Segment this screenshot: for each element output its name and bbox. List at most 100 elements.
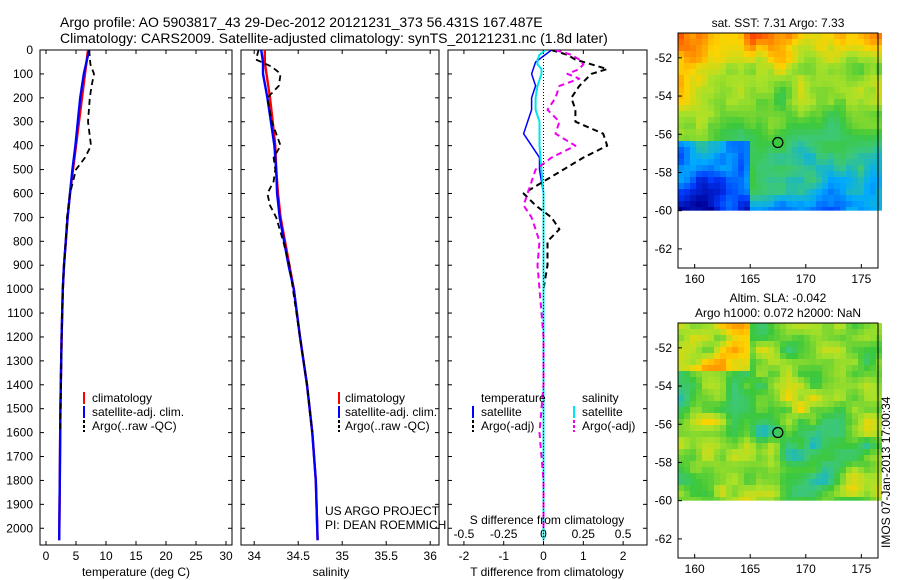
map-cell (792, 51, 798, 57)
map-cell (726, 437, 732, 443)
map-cell (804, 147, 810, 153)
map-cell (702, 183, 708, 189)
map-cell (690, 437, 696, 443)
map-cell (786, 347, 792, 353)
map-cell (870, 473, 876, 479)
map-cell (702, 431, 708, 437)
map-cell (804, 347, 810, 353)
map-cell (702, 485, 708, 491)
map-cell (798, 105, 804, 111)
map-cell (720, 111, 726, 117)
map-cell (846, 371, 852, 377)
map-cell (840, 39, 846, 45)
map-cell (876, 147, 882, 153)
map-cell (678, 195, 684, 201)
map-cell (774, 335, 780, 341)
map-cell (834, 201, 840, 207)
map-cell (846, 335, 852, 341)
map-cell (870, 365, 876, 371)
ytick-label: 1500 (6, 402, 33, 416)
map-cell (786, 105, 792, 111)
map-cell (702, 207, 708, 211)
map-cell (714, 395, 720, 401)
map-cell (780, 329, 786, 335)
map-cell (690, 383, 696, 389)
map-cell (792, 159, 798, 165)
map-cell (816, 461, 822, 467)
map-cell (702, 45, 708, 51)
map-cell (726, 377, 732, 383)
map-cell (822, 39, 828, 45)
map-cell (852, 473, 858, 479)
map-ytick-label: -54 (655, 379, 673, 393)
map-cell (750, 147, 756, 153)
map-cell (720, 195, 726, 201)
map-cell (750, 479, 756, 485)
map-cell (864, 81, 870, 87)
map-cell (684, 207, 690, 211)
map-cell (756, 395, 762, 401)
map-xtick-label: 175 (851, 272, 871, 286)
map-cell (876, 153, 882, 159)
map-cell (840, 195, 846, 201)
map-cell (840, 171, 846, 177)
map-cell (822, 147, 828, 153)
map-cell (720, 491, 726, 497)
map-cell (690, 99, 696, 105)
map-cell (762, 201, 768, 207)
map-cell (852, 51, 858, 57)
map-cell (774, 153, 780, 159)
map-cell (816, 87, 822, 93)
map-cell (750, 371, 756, 377)
map-cell (738, 353, 744, 359)
map-cell (744, 75, 750, 81)
map-cell (762, 437, 768, 443)
map-cell (714, 93, 720, 99)
map-cell (744, 57, 750, 63)
map-cell (786, 189, 792, 195)
map-cell (684, 135, 690, 141)
map-cell (732, 159, 738, 165)
map-cell (840, 81, 846, 87)
map-cell (858, 135, 864, 141)
map-cell (846, 485, 852, 491)
map-cell (774, 377, 780, 383)
map-cell (684, 63, 690, 69)
legend-label-argo: Argo(..raw -QC) (345, 419, 430, 433)
map-cell (816, 99, 822, 105)
map-cell (846, 395, 852, 401)
map-cell (708, 419, 714, 425)
map-cell (780, 195, 786, 201)
map-cell (690, 165, 696, 171)
map-cell (708, 491, 714, 497)
map-cell (768, 39, 774, 45)
ytick-label: 300 (13, 115, 33, 129)
map-cell (858, 201, 864, 207)
map-cell (810, 57, 816, 63)
map-cell (780, 425, 786, 431)
map-cell (720, 473, 726, 479)
map-cell (822, 123, 828, 129)
map-cell (678, 81, 684, 87)
map-cell (720, 353, 726, 359)
map-cell (726, 63, 732, 69)
map-cell (714, 129, 720, 135)
map-cell (870, 87, 876, 93)
map-cell (786, 135, 792, 141)
map-cell (696, 413, 702, 419)
map-cell (852, 81, 858, 87)
map-cell (804, 81, 810, 87)
map-cell (828, 33, 834, 39)
map-cell (696, 323, 702, 329)
map-cell (696, 51, 702, 57)
map-cell (738, 413, 744, 419)
map-cell (810, 347, 816, 353)
map-cell (876, 389, 882, 395)
map-cell (846, 377, 852, 383)
map-cell (768, 425, 774, 431)
map-cell (840, 153, 846, 159)
map-cell (714, 389, 720, 395)
map-cell (774, 177, 780, 183)
map-cell (816, 207, 822, 211)
xtick-label: 35.5 (375, 549, 399, 563)
